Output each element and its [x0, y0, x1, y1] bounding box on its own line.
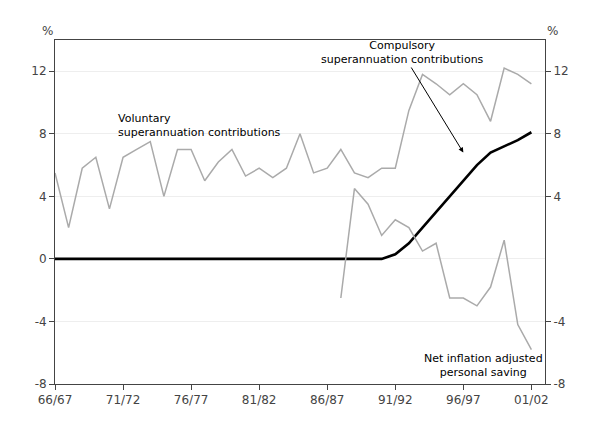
svg-text:8: 8 — [39, 127, 47, 141]
svg-text:71/72: 71/72 — [106, 393, 141, 407]
svg-text:8: 8 — [553, 127, 561, 141]
svg-text:12: 12 — [553, 64, 568, 78]
svg-text:Compulsorysuperannuation contr: Compulsorysuperannuation contributions — [321, 39, 484, 66]
svg-text:-4: -4 — [35, 315, 47, 329]
svg-text:01/02: 01/02 — [514, 393, 549, 407]
svg-text:%: % — [42, 24, 53, 38]
svg-text:4: 4 — [553, 190, 561, 204]
svg-text:86/87: 86/87 — [310, 393, 345, 407]
svg-text:91/92: 91/92 — [378, 393, 413, 407]
svg-text:4: 4 — [39, 190, 47, 204]
svg-text:Net inflation adjustedpersonal: Net inflation adjustedpersonal saving — [424, 352, 543, 379]
svg-text:81/82: 81/82 — [242, 393, 277, 407]
svg-text:-4: -4 — [553, 315, 565, 329]
svg-text:%: % — [547, 24, 558, 38]
svg-text:Voluntarysuperannuation contri: Voluntarysuperannuation contributions — [118, 112, 281, 139]
svg-text:12: 12 — [31, 64, 46, 78]
svg-text:76/77: 76/77 — [174, 393, 209, 407]
svg-text:-8: -8 — [35, 377, 47, 391]
svg-text:-8: -8 — [553, 377, 565, 391]
svg-text:66/67: 66/67 — [38, 393, 73, 407]
svg-text:0: 0 — [39, 252, 47, 266]
svg-text:96/97: 96/97 — [446, 393, 481, 407]
